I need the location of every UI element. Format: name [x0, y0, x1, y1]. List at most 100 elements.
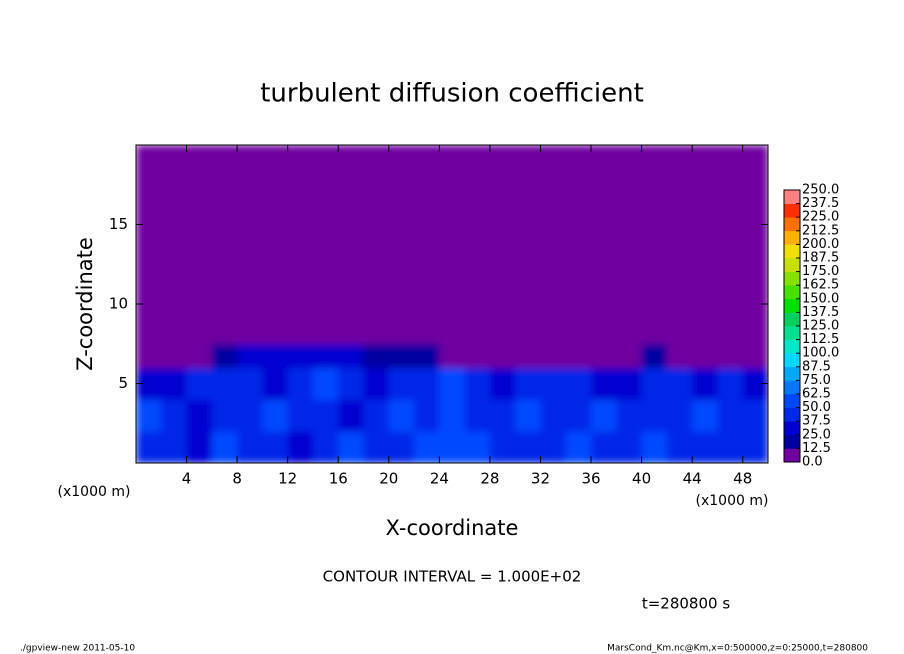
colorbar-label: 100.0 [802, 346, 839, 361]
cell [692, 145, 718, 345]
colorbar-swatch [784, 285, 800, 300]
cell [136, 399, 162, 432]
cell [692, 399, 718, 432]
cell [641, 343, 668, 369]
cell [287, 367, 314, 400]
x-tick-label: 28 [480, 470, 499, 488]
cell [186, 343, 213, 369]
y-tick-label: 10 [109, 295, 128, 313]
y-tick-label: 5 [118, 374, 128, 392]
colorbar-swatch [784, 217, 800, 232]
cell [338, 145, 365, 345]
contour-note: CONTOUR INTERVAL = 1.000E+02 [323, 568, 582, 586]
cell [616, 399, 643, 432]
cell [515, 343, 541, 369]
y-tick-label: 15 [109, 215, 128, 233]
cell [312, 399, 339, 432]
cell [338, 399, 365, 432]
cell [211, 145, 238, 345]
x-tick-label: 4 [182, 470, 192, 488]
cell [287, 399, 314, 432]
x-tick-label: 44 [683, 470, 702, 488]
colorbar-swatch [784, 230, 800, 245]
x-tick-label: 36 [581, 470, 600, 488]
cell [641, 431, 668, 463]
cell [515, 431, 541, 463]
cell [515, 145, 541, 345]
chart-title: turbulent diffusion coefficient [260, 79, 644, 109]
cell [136, 343, 162, 369]
cell [287, 431, 314, 463]
cell [338, 367, 365, 400]
colorbar-swatch [784, 394, 800, 408]
colorbar-swatch [784, 353, 800, 368]
cell [388, 367, 415, 400]
cell [742, 399, 768, 432]
cell [211, 343, 238, 369]
cell [237, 431, 263, 463]
cell [717, 399, 744, 432]
colorbar-label: 37.5 [802, 414, 831, 429]
y-axis-label: Z-coordinate [73, 237, 97, 371]
cell [616, 367, 643, 400]
cell [464, 431, 491, 463]
footer-right: MarsCond_Km.nc@Km,x=0:500000,z=0:25000,t… [607, 644, 868, 654]
cell [186, 399, 213, 432]
cell [363, 343, 390, 369]
cell [211, 367, 238, 400]
cell [540, 431, 567, 463]
cell [161, 343, 188, 369]
cell [540, 343, 567, 369]
cell [616, 145, 643, 345]
cell [515, 399, 541, 432]
cell [186, 431, 213, 463]
colorbar-swatch [784, 203, 800, 218]
field [136, 145, 768, 463]
cell [464, 367, 491, 400]
x-tick-label: 40 [632, 470, 651, 488]
cell [388, 343, 415, 369]
cell [666, 431, 693, 463]
cell [565, 431, 592, 463]
cell [717, 431, 744, 463]
cell [237, 367, 263, 400]
cell [489, 343, 516, 369]
cell [565, 145, 592, 345]
colorbar-swatch [784, 244, 800, 259]
colorbar-label: 212.5 [802, 223, 839, 238]
cell [692, 431, 718, 463]
x-tick-label: 8 [232, 470, 242, 488]
cell [540, 367, 567, 400]
cell [565, 399, 592, 432]
x-tick-label: 12 [278, 470, 297, 488]
cell [136, 431, 162, 463]
cell [414, 399, 440, 432]
cell [591, 367, 617, 400]
x-tick-label: 24 [430, 470, 449, 488]
colorbar-swatch [784, 326, 800, 340]
cell [717, 367, 744, 400]
colorbar-swatch [784, 298, 800, 313]
cell [641, 145, 668, 345]
colorbar-label: 200.0 [802, 237, 839, 252]
colorbar-label: 175.0 [802, 264, 839, 279]
cell [414, 367, 440, 400]
cell [439, 367, 466, 400]
colorbar-swatch [784, 271, 800, 286]
cell [489, 399, 516, 432]
cell [312, 367, 339, 400]
cell [641, 367, 668, 400]
cell [666, 145, 693, 345]
colorbar-label: 137.5 [802, 305, 839, 320]
cell [388, 145, 415, 345]
cell [666, 343, 693, 369]
cell [692, 343, 718, 369]
cell [666, 399, 693, 432]
cell [363, 367, 390, 400]
colorbar-label: 187.5 [802, 251, 839, 266]
cell [287, 145, 314, 345]
cell [262, 399, 289, 432]
cell [237, 399, 263, 432]
cell [742, 343, 768, 369]
